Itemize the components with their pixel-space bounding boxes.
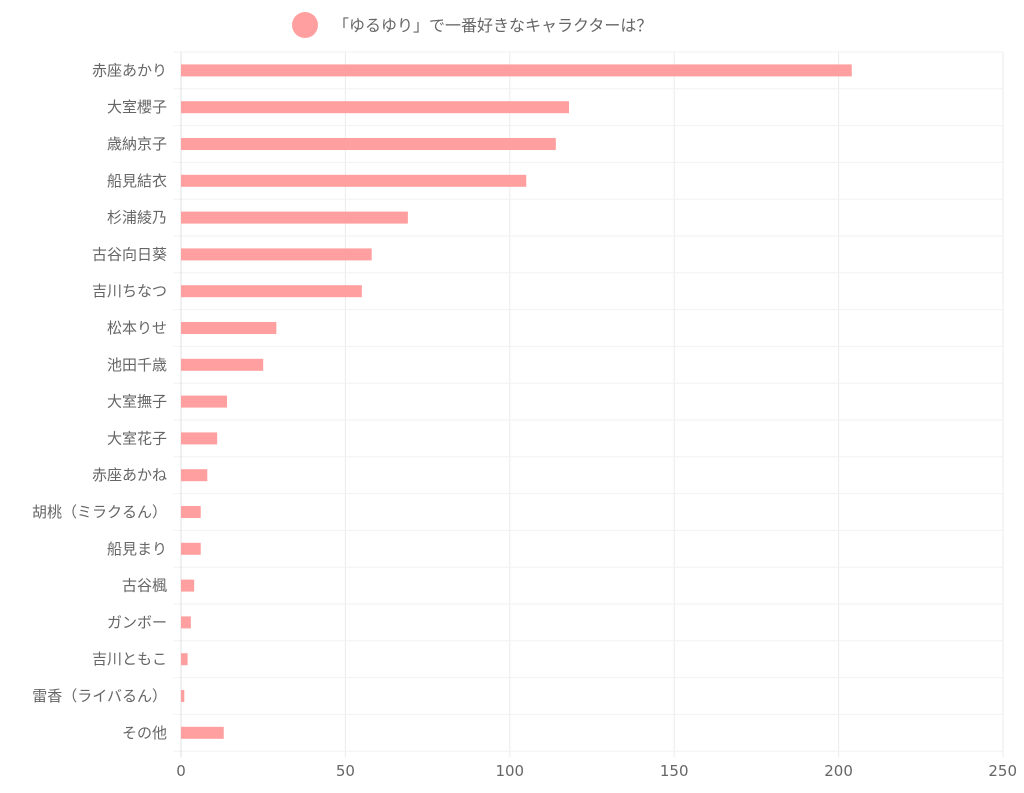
bars — [181, 64, 852, 739]
bar[interactable] — [181, 542, 201, 555]
bar[interactable] — [181, 358, 264, 371]
category-label: 船見まり — [107, 540, 167, 558]
bar[interactable] — [181, 174, 527, 187]
category-label: 雷香（ライバるん） — [32, 687, 167, 705]
category-label: 古谷楓 — [122, 577, 167, 595]
bar[interactable] — [181, 138, 556, 150]
x-tick-label: 0 — [176, 762, 186, 780]
category-label: 赤座あかり — [92, 61, 167, 79]
category-label: ガンボー — [107, 613, 167, 631]
category-label: 松本りせ — [107, 319, 167, 337]
bar[interactable] — [181, 322, 277, 334]
bar[interactable] — [181, 469, 208, 482]
bar[interactable] — [181, 690, 185, 702]
bar[interactable] — [181, 248, 372, 261]
x-tick-label: 150 — [660, 762, 689, 780]
bar[interactable] — [181, 506, 201, 518]
x-tick-label: 50 — [336, 762, 355, 780]
category-label: 赤座あかね — [92, 466, 167, 484]
category-label: 大室撫子 — [107, 393, 167, 411]
x-tick-label: 250 — [988, 762, 1017, 780]
x-tick-label: 100 — [495, 762, 524, 780]
bar[interactable] — [181, 726, 224, 739]
legend-swatch — [292, 12, 318, 38]
category-labels: 赤座あかり大室櫻子歳納京子船見結衣杉浦綾乃古谷向日葵吉川ちなつ松本りせ池田千歳大… — [32, 61, 167, 741]
category-label: その他 — [122, 724, 167, 742]
category-label: 古谷向日葵 — [92, 245, 167, 263]
category-label: 大室櫻子 — [107, 98, 167, 116]
category-label: 池田千歳 — [107, 356, 167, 374]
bar[interactable] — [181, 101, 569, 114]
bar[interactable] — [181, 211, 408, 224]
legend-label: 「ゆるゆり」で一番好きなキャラクターは？ — [333, 16, 652, 35]
bar[interactable] — [181, 395, 228, 408]
grid-lines — [173, 51, 1004, 758]
category-label: 大室花子 — [107, 429, 167, 447]
category-label: 杉浦綾乃 — [107, 209, 167, 227]
bar[interactable] — [181, 653, 188, 666]
bar[interactable] — [181, 432, 218, 445]
x-tick-label: 200 — [824, 762, 853, 780]
category-label: 吉川ともこ — [92, 650, 167, 668]
x-axis-ticks: 0 50 100 150 200 250 — [176, 762, 1017, 780]
bar[interactable] — [181, 64, 852, 77]
category-label: 船見結衣 — [107, 172, 167, 190]
category-label: 胡桃（ミラクるん） — [32, 503, 167, 521]
category-label: 吉川ちなつ — [92, 282, 167, 300]
bar[interactable] — [181, 579, 195, 592]
legend[interactable]: 「ゆるゆり」で一番好きなキャラクターは？ — [292, 12, 652, 38]
category-label: 歳納京子 — [107, 135, 167, 153]
bar[interactable] — [181, 616, 191, 629]
bar[interactable] — [181, 285, 362, 298]
